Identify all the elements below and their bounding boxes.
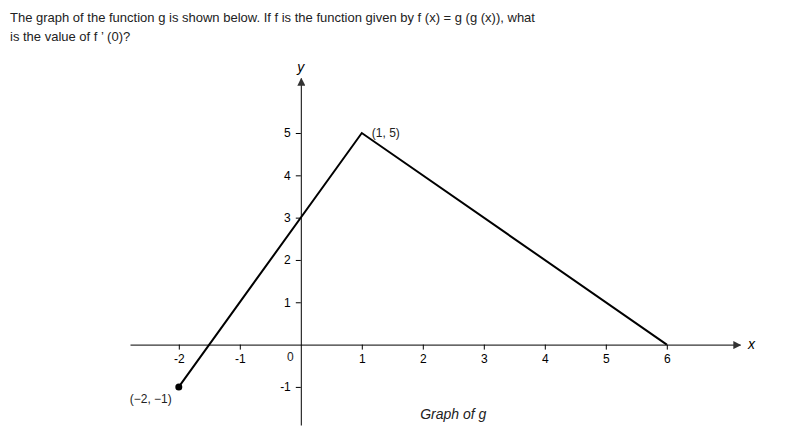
x-axis-label: x (747, 336, 756, 352)
x-tick-mark (667, 345, 668, 350)
x-tick-mark (362, 345, 363, 350)
y-tick: 5 (284, 126, 301, 140)
y-tick-mark (296, 133, 301, 134)
y-tick-mark (296, 175, 301, 176)
plot-area (175, 133, 667, 390)
y-tick-label: -1 (280, 380, 291, 394)
point-marker (175, 383, 182, 390)
x-tick: 3 (481, 345, 488, 367)
x-tick-mark (484, 345, 485, 350)
x-axis: -2 -1 1 2 3 4 5 6 (131, 345, 741, 367)
x-tick: 5 (603, 345, 610, 367)
x-tick-label: -1 (235, 352, 246, 366)
annotation: (−2, −1) (130, 392, 172, 406)
x-tick-label: 4 (542, 352, 549, 366)
x-tick: 2 (420, 345, 427, 367)
chart: The graph of the function g is shown bel… (0, 0, 809, 441)
annotations: 0 (−2, −1) (1, 5) Graph of g (130, 126, 487, 422)
x-tick-mark (179, 345, 180, 350)
y-tick-mark (296, 387, 301, 388)
x-tick-mark (240, 345, 241, 350)
y-tick-label: 3 (284, 211, 291, 225)
x-axis-line (131, 345, 741, 346)
title: The graph of the function g is shown bel… (10, 10, 535, 25)
annotation: (1, 5) (372, 126, 400, 140)
y-tick-mark (296, 260, 301, 261)
y-axis-label: y (296, 59, 305, 75)
y-tick: 1 (284, 296, 301, 310)
x-tick-label: 2 (420, 352, 427, 366)
x-tick-mark (545, 345, 546, 350)
y-axis: -1 1 2 3 4 5 (280, 79, 301, 426)
y-tick-label: 2 (284, 253, 291, 267)
y-tick: -1 (280, 380, 301, 394)
x-tick-label: 3 (481, 352, 488, 366)
x-tick: 4 (542, 345, 549, 367)
x-tick-label: 1 (359, 352, 366, 366)
x-tick-mark (423, 345, 424, 350)
annotation: Graph of g (420, 406, 486, 422)
x-tick: -1 (235, 345, 246, 367)
y-tick-mark (296, 302, 301, 303)
subtitle: is the value of f ’ (0)? (10, 29, 130, 44)
annotation: 0 (287, 350, 294, 364)
x-tick-label: 6 (664, 352, 671, 366)
y-tick: 2 (284, 253, 301, 267)
x-tick: 6 (664, 345, 671, 367)
x-tick: 1 (359, 345, 366, 367)
y-tick-label: 5 (284, 126, 291, 140)
x-tick: -2 (174, 345, 185, 367)
x-tick-mark (606, 345, 607, 350)
y-tick: 4 (284, 169, 301, 183)
x-tick-label: -2 (174, 352, 185, 366)
y-tick: 3 (284, 211, 301, 225)
x-tick-label: 5 (603, 352, 610, 366)
y-axis-line (301, 79, 302, 426)
y-tick-label: 4 (284, 169, 291, 183)
y-tick-label: 1 (284, 296, 291, 310)
graph-line (179, 133, 667, 387)
